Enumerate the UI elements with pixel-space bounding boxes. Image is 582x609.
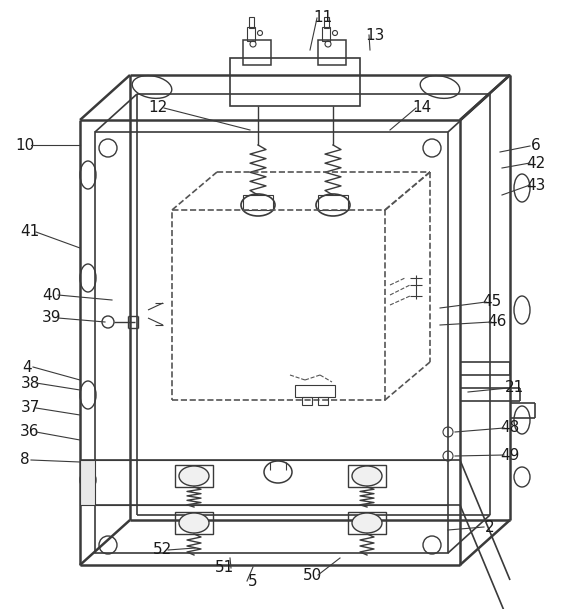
Bar [249, 17, 254, 28]
Text: 48: 48 [501, 420, 520, 435]
Text: 39: 39 [42, 311, 62, 325]
Text: 6: 6 [531, 138, 541, 153]
Text: 51: 51 [215, 560, 235, 576]
Text: 21: 21 [505, 381, 524, 395]
Bar [302, 397, 312, 405]
Ellipse shape [352, 466, 382, 486]
Bar [295, 385, 335, 397]
Text: 45: 45 [482, 295, 502, 309]
Bar [318, 397, 328, 405]
Bar [348, 512, 386, 534]
Text: 42: 42 [526, 155, 546, 171]
Bar [80, 460, 95, 505]
Text: 46: 46 [487, 314, 507, 329]
Text: 50: 50 [303, 568, 322, 582]
Bar [175, 465, 213, 487]
Text: 12: 12 [148, 100, 168, 116]
Text: 13: 13 [365, 27, 385, 43]
Text: 38: 38 [20, 376, 40, 390]
Text: 4: 4 [22, 359, 32, 375]
Text: 36: 36 [20, 424, 40, 440]
Text: 5: 5 [248, 574, 258, 588]
Text: 11: 11 [313, 10, 333, 26]
Text: 41: 41 [20, 225, 40, 239]
Bar [348, 465, 386, 487]
Bar [172, 210, 385, 400]
Bar [324, 17, 329, 28]
Text: 43: 43 [526, 177, 546, 192]
Text: 10: 10 [15, 138, 34, 152]
Ellipse shape [179, 513, 209, 533]
Text: 14: 14 [413, 100, 432, 116]
Ellipse shape [179, 466, 209, 486]
Text: 49: 49 [501, 448, 520, 462]
Text: 8: 8 [20, 452, 30, 468]
Text: 2: 2 [485, 519, 495, 535]
Bar [318, 40, 346, 65]
Bar [230, 58, 360, 106]
Bar [243, 40, 271, 65]
Text: 40: 40 [42, 287, 62, 303]
Text: 37: 37 [20, 401, 40, 415]
Bar [318, 195, 348, 210]
Bar [247, 27, 255, 41]
Bar [322, 27, 330, 41]
Bar [95, 132, 448, 553]
Bar [175, 512, 213, 534]
Text: 52: 52 [152, 543, 172, 557]
Bar [243, 195, 273, 210]
Ellipse shape [352, 513, 382, 533]
